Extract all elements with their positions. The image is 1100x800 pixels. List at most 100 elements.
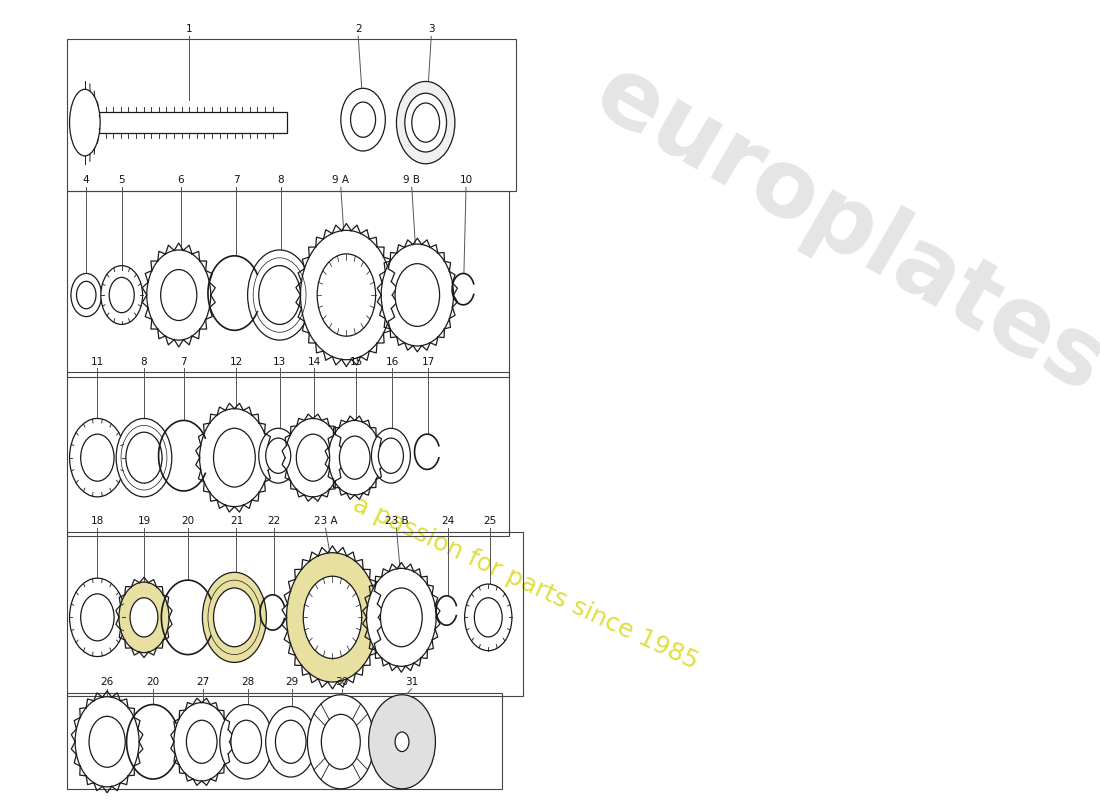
Circle shape	[381, 588, 422, 646]
Circle shape	[304, 576, 362, 658]
Text: 19: 19	[138, 516, 151, 526]
Text: 21: 21	[230, 516, 243, 526]
Circle shape	[382, 244, 453, 346]
Circle shape	[300, 230, 393, 360]
Text: a passion for parts since 1985: a passion for parts since 1985	[349, 492, 702, 674]
Circle shape	[220, 705, 273, 779]
Text: 2: 2	[355, 25, 362, 34]
Text: 20: 20	[146, 677, 160, 687]
Circle shape	[70, 274, 101, 317]
Text: 5: 5	[119, 175, 125, 186]
Text: 31: 31	[405, 677, 418, 687]
Text: 25: 25	[484, 516, 497, 526]
Circle shape	[213, 588, 255, 646]
Text: 8: 8	[277, 175, 284, 186]
Text: 15: 15	[350, 357, 363, 366]
Circle shape	[80, 594, 114, 641]
Text: 9 A: 9 A	[332, 175, 350, 186]
Circle shape	[213, 428, 255, 487]
Text: 6: 6	[177, 175, 184, 186]
Circle shape	[296, 434, 330, 481]
Bar	[91, 112, 287, 134]
Circle shape	[395, 264, 440, 326]
Circle shape	[395, 732, 409, 751]
Circle shape	[464, 584, 512, 650]
Text: 9 B: 9 B	[404, 175, 420, 186]
Text: 14: 14	[308, 357, 321, 366]
Circle shape	[146, 250, 211, 340]
Text: europlates: europlates	[579, 47, 1100, 414]
Text: 24: 24	[441, 516, 454, 526]
Circle shape	[368, 694, 436, 789]
Circle shape	[321, 714, 361, 770]
Text: 22: 22	[267, 516, 280, 526]
Circle shape	[328, 421, 382, 495]
Circle shape	[258, 266, 300, 325]
Bar	[67, 191, 509, 378]
Circle shape	[69, 418, 125, 497]
Circle shape	[275, 720, 306, 763]
Text: 7: 7	[233, 175, 240, 186]
Text: 18: 18	[90, 516, 104, 526]
Circle shape	[117, 418, 172, 497]
Ellipse shape	[69, 90, 100, 156]
Circle shape	[130, 598, 158, 637]
Text: 11: 11	[90, 357, 104, 366]
Bar	[67, 373, 509, 536]
Text: 29: 29	[286, 677, 299, 687]
Circle shape	[75, 697, 139, 787]
Circle shape	[231, 720, 262, 763]
Text: 17: 17	[421, 357, 436, 366]
Circle shape	[161, 270, 197, 321]
Circle shape	[411, 103, 440, 142]
Text: 20: 20	[182, 516, 195, 526]
Circle shape	[366, 568, 436, 666]
Circle shape	[307, 694, 374, 789]
Circle shape	[69, 578, 125, 657]
Circle shape	[341, 88, 385, 151]
Circle shape	[287, 553, 378, 682]
Circle shape	[101, 266, 143, 325]
Circle shape	[109, 278, 134, 313]
Circle shape	[351, 102, 375, 138]
Circle shape	[266, 706, 316, 777]
Circle shape	[125, 432, 162, 483]
Circle shape	[186, 720, 217, 763]
Bar	[67, 39, 516, 191]
Text: 28: 28	[241, 677, 254, 687]
Text: 1: 1	[186, 25, 192, 34]
Circle shape	[258, 428, 298, 483]
Circle shape	[174, 702, 230, 781]
Circle shape	[248, 250, 311, 340]
Circle shape	[119, 582, 169, 653]
Text: 4: 4	[82, 175, 89, 186]
Text: 23 A: 23 A	[314, 516, 338, 526]
Circle shape	[405, 94, 447, 152]
Circle shape	[80, 434, 114, 481]
Circle shape	[202, 572, 266, 662]
Bar	[67, 693, 503, 789]
Text: 13: 13	[273, 357, 286, 366]
Text: 10: 10	[460, 175, 473, 186]
Circle shape	[285, 418, 341, 497]
Text: 23 B: 23 B	[385, 516, 408, 526]
Circle shape	[317, 254, 375, 336]
Circle shape	[378, 438, 404, 474]
Circle shape	[340, 436, 370, 479]
Text: 12: 12	[230, 357, 243, 366]
Circle shape	[266, 438, 290, 474]
Circle shape	[474, 598, 503, 637]
Text: 7: 7	[180, 357, 187, 366]
Text: 27: 27	[197, 677, 210, 687]
Circle shape	[396, 82, 455, 164]
Text: 30: 30	[336, 677, 349, 687]
Text: 16: 16	[386, 357, 399, 366]
Bar	[67, 532, 524, 696]
Text: 3: 3	[428, 25, 435, 34]
Circle shape	[372, 428, 410, 483]
Circle shape	[199, 409, 270, 506]
Text: 26: 26	[100, 677, 113, 687]
Text: 8: 8	[141, 357, 147, 366]
Circle shape	[89, 716, 125, 767]
Circle shape	[77, 282, 96, 309]
